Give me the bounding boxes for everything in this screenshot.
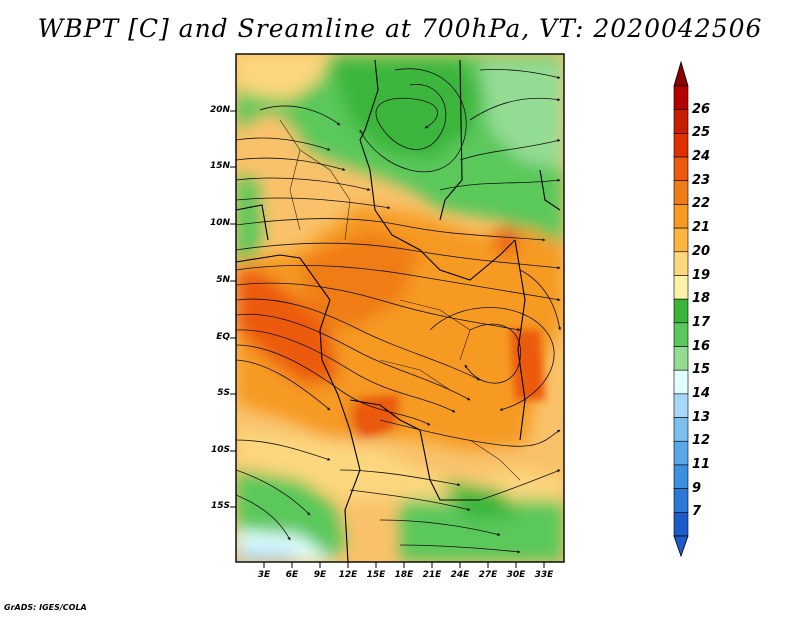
- lat-label-10n: 10N: [209, 218, 230, 228]
- lat-label-10s: 10S: [210, 445, 230, 455]
- wbpt-field: [236, 54, 564, 562]
- footer-credit: GrADS: IGES/COLA: [4, 603, 87, 612]
- colorbar-box: [673, 204, 689, 229]
- colorbar-box: [673, 512, 689, 537]
- lat-label-5n: 5N: [216, 275, 230, 285]
- lon-label-9e: 9E: [313, 570, 327, 580]
- colorbar-box: [673, 298, 689, 324]
- colorbar-box: [673, 346, 689, 371]
- colorbar-label: 18: [692, 291, 711, 307]
- lat-label-eq: EQ: [216, 332, 230, 342]
- colorbar-label: 9: [692, 480, 702, 496]
- lat-label-5s: 5S: [217, 388, 230, 398]
- colorbar-label: 24: [692, 149, 711, 165]
- chart-title: WBPT [C] and Sreamline at 700hPa, VT: 20…: [37, 14, 763, 43]
- lon-label-18e: 18E: [394, 570, 414, 580]
- colorbar-box: [673, 393, 689, 418]
- colorbar-label: 11: [692, 456, 711, 472]
- lat-label-15n: 15N: [209, 161, 230, 171]
- colorbar-label: 25: [692, 125, 711, 141]
- map-frame: [235, 53, 565, 563]
- lon-label-6e: 6E: [285, 570, 299, 580]
- lat-label-15s: 15S: [210, 501, 230, 511]
- colorbar-label: 19: [692, 267, 711, 283]
- lon-label-24e: 24E: [450, 570, 470, 580]
- lon-label-21e: 21E: [422, 570, 442, 580]
- colorbar-box: [673, 464, 689, 489]
- lon-label-27e: 27E: [478, 570, 498, 580]
- colorbar-box: [673, 417, 689, 442]
- colorbar-bottom-arrow: [673, 535, 689, 558]
- colorbar-label: 15: [692, 362, 711, 378]
- colorbar-label: 20: [692, 243, 711, 259]
- lon-label-33e: 33E: [534, 570, 554, 580]
- lat-ticks: [230, 110, 236, 508]
- colorbar-box: [673, 109, 689, 134]
- colorbar-box: [673, 275, 689, 300]
- lon-label-30e: 30E: [506, 570, 526, 580]
- colorbar-label: 22: [692, 196, 711, 212]
- lon-label-3e: 3E: [257, 570, 271, 580]
- colorbar-box: [673, 488, 689, 513]
- colorbar-box: [673, 322, 689, 347]
- colorbar-label: 12: [692, 433, 711, 449]
- colorbar-box: [673, 369, 689, 395]
- lon-label-12e: 12E: [338, 570, 358, 580]
- colorbar-label: 16: [692, 338, 711, 354]
- colorbar-label: 7: [692, 504, 702, 520]
- colorbar-top-arrow: [673, 60, 689, 87]
- lat-label-20n: 20N: [209, 105, 230, 115]
- colorbar-label: 26: [692, 101, 711, 117]
- colorbar-label: 13: [692, 409, 711, 425]
- lon-label-15e: 15E: [366, 570, 386, 580]
- colorbar-box: [673, 227, 689, 253]
- colorbar-label: 23: [692, 172, 711, 188]
- colorbar: [673, 60, 689, 558]
- colorbar-box: [673, 85, 689, 110]
- colorbar-box: [673, 180, 689, 205]
- colorbar-box: [673, 156, 689, 182]
- colorbar-box: [673, 251, 689, 276]
- streamlines: [236, 68, 562, 554]
- colorbar-label: 21: [692, 220, 711, 236]
- colorbar-label: 14: [692, 385, 711, 401]
- country-borders: [236, 59, 561, 562]
- colorbar-label: 17: [692, 314, 711, 330]
- colorbar-box: [673, 133, 689, 158]
- colorbar-box: [673, 440, 689, 466]
- lon-ticks: [263, 562, 545, 568]
